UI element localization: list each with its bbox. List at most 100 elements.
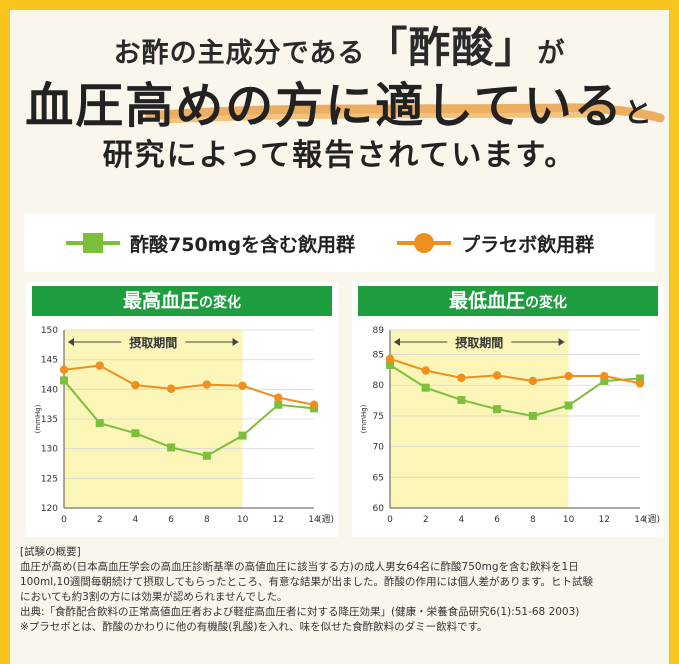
x-tick-label: 0 — [61, 515, 67, 525]
data-point-acetic — [60, 376, 68, 385]
legend-item-acetic: 酢酸750mgを含む飲用群 — [64, 230, 355, 257]
x-axis-unit: (週) — [318, 514, 334, 525]
diastolic-chart: 60 65 70 75 80 85 89 0 2 4 6 8 10 12 14(週) (mmHg) 摂取期間 — [360, 326, 660, 525]
data-point-placebo — [202, 380, 212, 389]
x-tick-label: 4 — [459, 515, 465, 525]
x-tick-label: 8 — [530, 515, 536, 525]
chart-title-diastolic-suffix: の変化 — [525, 295, 567, 311]
x-tick-label: 2 — [97, 515, 103, 525]
arrow-head-left-icon — [68, 338, 74, 346]
x-tick-label: 14 — [634, 515, 646, 525]
headline-line1: お酢の主成分である「酢酸」が — [0, 14, 679, 75]
intake-period-band — [390, 330, 569, 508]
legend-circle-marker-icon — [397, 233, 452, 253]
x-tick-label: 6 — [168, 515, 174, 525]
data-point-placebo — [600, 371, 609, 381]
data-point-placebo — [59, 365, 69, 374]
headline-keyword: 「酢酸」 — [365, 23, 538, 72]
series-line-acetic — [389, 364, 641, 417]
x-tick-label: 6 — [494, 515, 500, 525]
data-point-acetic — [131, 429, 140, 438]
notes-heading: [試験の概要] — [20, 546, 81, 558]
data-point-acetic — [421, 383, 430, 392]
notes-line: 100ml,10週間毎朝続けて摂取してもらったところ、有意な結果が出ました。酢酸… — [20, 576, 593, 588]
data-point-acetic — [274, 400, 283, 409]
x-axis-unit: (週) — [644, 514, 660, 525]
series-line-placebo — [389, 357, 641, 385]
y-tick-label: 75 — [373, 412, 384, 422]
intake-period-label-bg — [447, 333, 512, 351]
x-tick-label: 12 — [273, 515, 284, 525]
chart-title-systolic-main: 最高血圧 — [122, 290, 199, 312]
data-point-placebo — [274, 393, 283, 402]
y-tick-label: 89 — [373, 326, 385, 336]
y-tick-label: 70 — [373, 443, 385, 453]
data-point-acetic — [528, 411, 537, 420]
data-point-placebo — [421, 366, 430, 375]
series-line-acetic — [63, 379, 315, 457]
study-notes: [試験の概要] 血圧が高め(日本高血圧学会の高血圧診断基準の高値血圧に該当する方… — [20, 545, 670, 635]
x-tick-label: 10 — [563, 515, 575, 525]
notes-line: においても約3割の方には効果が認められませんでした。 — [20, 591, 288, 603]
data-point-placebo — [131, 380, 140, 390]
intake-period-label: 摂取期間 — [455, 335, 503, 350]
x-tick-label: 4 — [133, 515, 139, 525]
x-tick-label: 2 — [423, 515, 429, 525]
legend-item-placebo: プラセボ飲用群 — [395, 230, 594, 257]
y-tick-label: 150 — [41, 326, 58, 336]
x-tick-label: 10 — [237, 515, 249, 525]
data-point-acetic — [564, 401, 573, 410]
data-point-placebo — [492, 371, 502, 380]
y-axis-label: (mmHg) — [34, 404, 42, 433]
brush-stroke-decoration — [145, 103, 665, 124]
intake-period-label-bg — [121, 333, 186, 351]
legend-label-acetic: 酢酸750mgを含む飲用群 — [130, 233, 356, 256]
data-point-placebo — [635, 379, 645, 388]
notes-source: 出典:「食酢配合飲料の正常高値血圧者および軽症高血圧者に対する降圧効果」(健康・… — [20, 606, 580, 618]
arrow-head-right-icon — [232, 338, 239, 346]
chart-title-diastolic-main: 最低血圧 — [448, 290, 525, 312]
data-point-acetic — [95, 419, 104, 428]
headline-line1-post: が — [537, 38, 566, 69]
y-tick-label: 80 — [373, 381, 385, 391]
y-tick-label: 85 — [373, 351, 384, 361]
data-point-acetic — [167, 443, 176, 452]
chart-panel-systolic: 最高血圧の変化 120 125 130 135 140 145 150 0 2 4 6 8 10 12 14… — [26, 282, 338, 537]
y-tick-label: 130 — [41, 445, 58, 455]
notes-line: 血圧が高め(日本高血圧学会の高血圧診断基準の高値血圧に該当する方)の成人男女64… — [20, 561, 579, 573]
chart-panel-diastolic: 最低血圧の変化 60 65 70 75 80 85 89 0 2 4 6 8 10 12 14 (週) (mmH… — [352, 282, 664, 537]
chart-title-systolic: 最高血圧の変化 — [32, 286, 332, 316]
x-tick-label: 8 — [204, 515, 210, 525]
headline-line2: 血圧高めの方に適していると — [0, 66, 679, 134]
data-point-placebo — [564, 371, 573, 381]
intake-period-label: 摂取期間 — [129, 335, 177, 350]
data-point-acetic — [457, 395, 466, 404]
data-point-placebo — [166, 384, 176, 393]
x-tick-label: 14 — [308, 515, 320, 525]
data-point-placebo — [238, 381, 247, 390]
systolic-chart: 120 125 130 135 140 145 150 0 2 4 6 8 10 12 14(週) (mmHg… — [34, 326, 334, 525]
y-axis-label: (mmHg) — [360, 404, 368, 433]
chart-title-diastolic: 最低血圧の変化 — [358, 286, 658, 316]
x-tick-label: 12 — [599, 515, 610, 525]
y-tick-label: 65 — [373, 473, 384, 483]
data-point-placebo — [457, 373, 466, 383]
headline-line3: 研究によって報告されています。 — [102, 138, 577, 173]
chart-legend: 酢酸750mgを含む飲用群 プラセボ飲用群 — [24, 214, 655, 272]
data-point-placebo — [309, 400, 319, 409]
y-tick-label: 120 — [41, 504, 58, 514]
headline-line2-tail: と — [623, 96, 654, 129]
legend-square-marker-icon — [66, 233, 120, 253]
y-tick-label: 125 — [41, 474, 58, 484]
x-tick-label: 0 — [387, 515, 393, 525]
y-tick-label: 60 — [373, 504, 385, 514]
arrow-head-left-icon — [394, 338, 400, 346]
notes-placebo-definition: ※プラセボとは、酢酸のかわりに他の有機酸(乳酸)を入れ、味を似せた食酢飲料のダミ… — [20, 621, 488, 633]
data-point-acetic — [493, 405, 502, 414]
legend-label-placebo: プラセボ飲用群 — [461, 233, 595, 256]
y-tick-label: 140 — [41, 385, 58, 395]
data-point-acetic — [636, 374, 644, 383]
data-point-acetic — [386, 360, 394, 369]
data-point-acetic — [238, 431, 247, 440]
data-point-acetic — [202, 451, 211, 460]
